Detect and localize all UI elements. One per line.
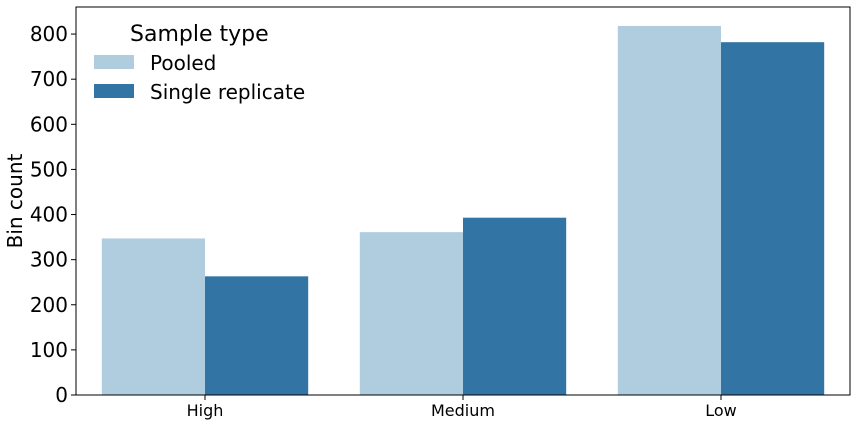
plot-frame (75, 6, 851, 396)
y-axis: 0 100 200 300 400 500 600 700 800 (30, 22, 76, 407)
y-tick-label: 0 (55, 383, 68, 407)
bar-medium-single-replicate (463, 217, 567, 395)
x-axis: High Medium Low (187, 395, 737, 420)
bar-low-single-replicate (721, 42, 825, 395)
y-tick-label: 600 (30, 112, 68, 136)
x-tick-label: High (187, 401, 224, 420)
legend-label: Pooled (150, 51, 216, 75)
legend-title: Sample type (130, 22, 269, 47)
legend-swatch (94, 55, 134, 69)
x-tick-label: Medium (431, 401, 495, 420)
y-tick-label: 200 (30, 293, 68, 317)
bar-high-single-replicate (205, 276, 309, 395)
bar-high-pooled (101, 238, 205, 395)
x-tick-label: Low (705, 401, 737, 420)
bar-low-pooled (617, 25, 721, 395)
legend-label: Single replicate (150, 80, 305, 104)
legend-swatch (94, 84, 134, 98)
bar-medium-pooled (359, 232, 463, 395)
y-axis-title: Bin count (3, 153, 27, 248)
y-tick-label: 300 (30, 248, 68, 272)
y-tick-label: 800 (30, 22, 68, 46)
y-tick-label: 500 (30, 157, 68, 181)
legend: Sample type Pooled Single replicate (94, 22, 305, 104)
bars-layer (101, 25, 825, 395)
y-tick-label: 100 (30, 338, 68, 362)
y-tick-label: 700 (30, 67, 68, 91)
y-tick-label: 400 (30, 203, 68, 227)
